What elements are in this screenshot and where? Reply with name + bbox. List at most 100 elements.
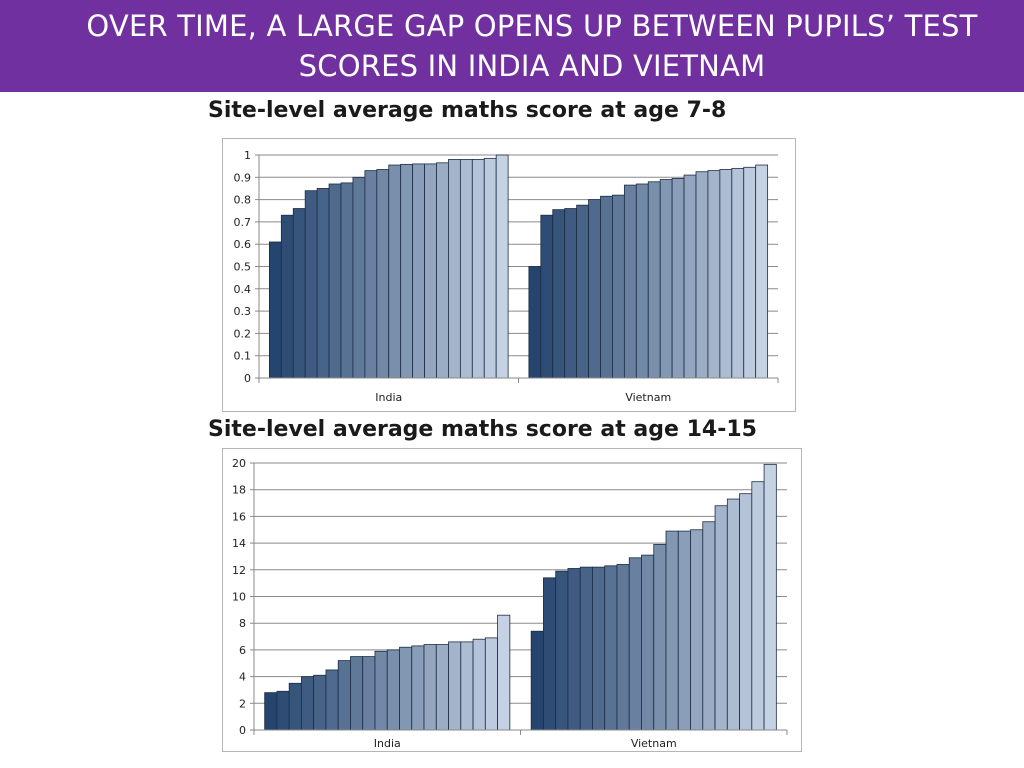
y-tick-label: 0.3 (234, 305, 252, 318)
bar (677, 530, 691, 731)
bar (653, 544, 667, 731)
y-tick-label: 0 (244, 372, 251, 385)
chart-1-title: Site-level average maths score at age 7-… (208, 98, 727, 123)
y-tick-label: 0.1 (234, 350, 252, 363)
bar (647, 181, 661, 379)
bar (352, 176, 366, 379)
bar (471, 159, 485, 379)
bar (495, 154, 509, 379)
y-tick-label: 12 (232, 564, 246, 577)
bar (743, 166, 757, 379)
bar (683, 174, 697, 379)
slide-title-line-2: SCORES IN INDIA AND VIETNAM (298, 49, 766, 83)
bar (376, 169, 390, 379)
y-tick-label: 0 (239, 724, 246, 737)
y-tick-label: 4 (239, 671, 246, 684)
bar (659, 179, 673, 379)
bar (665, 530, 679, 731)
bar (579, 566, 593, 731)
bar (751, 481, 765, 731)
bar (755, 164, 769, 379)
y-tick-label: 0.4 (234, 283, 252, 296)
bar (604, 565, 618, 731)
y-tick-label: 10 (232, 591, 246, 604)
bar (386, 649, 400, 731)
bar (707, 170, 721, 379)
bar (448, 641, 462, 731)
y-tick-label: 16 (232, 510, 246, 523)
bar (690, 529, 704, 731)
bar (399, 646, 413, 731)
bar (497, 614, 511, 731)
bar (567, 568, 581, 731)
bar (576, 204, 589, 379)
category-label: India (375, 391, 402, 404)
bar (316, 188, 330, 379)
bar (374, 650, 388, 731)
bar (460, 641, 474, 731)
category-label: India (374, 737, 401, 750)
bar (564, 208, 578, 379)
bar (362, 656, 376, 731)
bar (423, 644, 437, 731)
chart-2: 0 2 4 6 8 10 12 14 16 18 20 India Vietnam (222, 448, 802, 752)
bar (328, 183, 342, 379)
bar (530, 630, 544, 731)
bar (588, 199, 601, 379)
bar (600, 195, 613, 379)
y-tick-label: 8 (239, 617, 246, 630)
bar (714, 505, 728, 731)
bar (763, 463, 777, 731)
bar (292, 208, 306, 379)
bar (484, 637, 498, 731)
bar (424, 163, 437, 379)
bar (702, 521, 716, 731)
bar (612, 194, 625, 379)
bar (340, 182, 354, 379)
bar (350, 656, 364, 731)
category-label: Vietnam (631, 737, 677, 750)
bar (739, 493, 753, 731)
bar (540, 214, 554, 379)
bar (528, 266, 542, 379)
chart-1-svg: 0 0.1 0.2 0.3 0.4 0.5 0.6 0.7 0.8 0.9 1 India Vietna… (234, 149, 779, 404)
bar (635, 183, 649, 379)
bar (388, 164, 402, 379)
chart-2-title: Site-level average maths score at age 14… (208, 417, 757, 442)
bar (280, 214, 294, 379)
bar (337, 660, 351, 731)
bar (411, 645, 425, 731)
bar (483, 157, 497, 379)
bar (313, 674, 327, 731)
bar (543, 577, 557, 731)
y-tick-label: 14 (232, 537, 246, 550)
bar (459, 159, 473, 379)
bar (400, 163, 414, 379)
bar (641, 554, 655, 731)
y-tick-label: 0.6 (234, 238, 252, 251)
y-tick-label: 18 (232, 484, 246, 497)
bar (268, 241, 282, 379)
bar (472, 638, 486, 731)
bar (448, 159, 461, 379)
title-banner: OVER TIME, A LARGE GAP OPENS UP BETWEEN … (0, 0, 1024, 92)
bar (412, 163, 425, 379)
bar (695, 171, 709, 379)
bar (671, 178, 685, 379)
bar (436, 162, 449, 379)
y-tick-label: 1 (244, 149, 251, 162)
y-tick-label: 0.9 (234, 171, 252, 184)
bar (301, 676, 315, 731)
bar (628, 557, 642, 731)
y-tick-label: 0.8 (234, 194, 252, 207)
bar (552, 209, 566, 379)
bar (726, 498, 740, 731)
slide-title: OVER TIME, A LARGE GAP OPENS UP BETWEEN … (60, 6, 1004, 86)
chart-1: 0 0.1 0.2 0.3 0.4 0.5 0.6 0.7 0.8 0.9 1 India Vietna… (222, 138, 796, 412)
y-tick-label: 0.7 (234, 216, 252, 229)
bar (264, 692, 278, 731)
bar (325, 669, 339, 731)
chart-2-svg: 0 2 4 6 8 10 12 14 16 18 20 India Vietnam (232, 457, 788, 750)
y-tick-label: 2 (239, 697, 246, 710)
y-tick-label: 0.5 (234, 261, 252, 274)
